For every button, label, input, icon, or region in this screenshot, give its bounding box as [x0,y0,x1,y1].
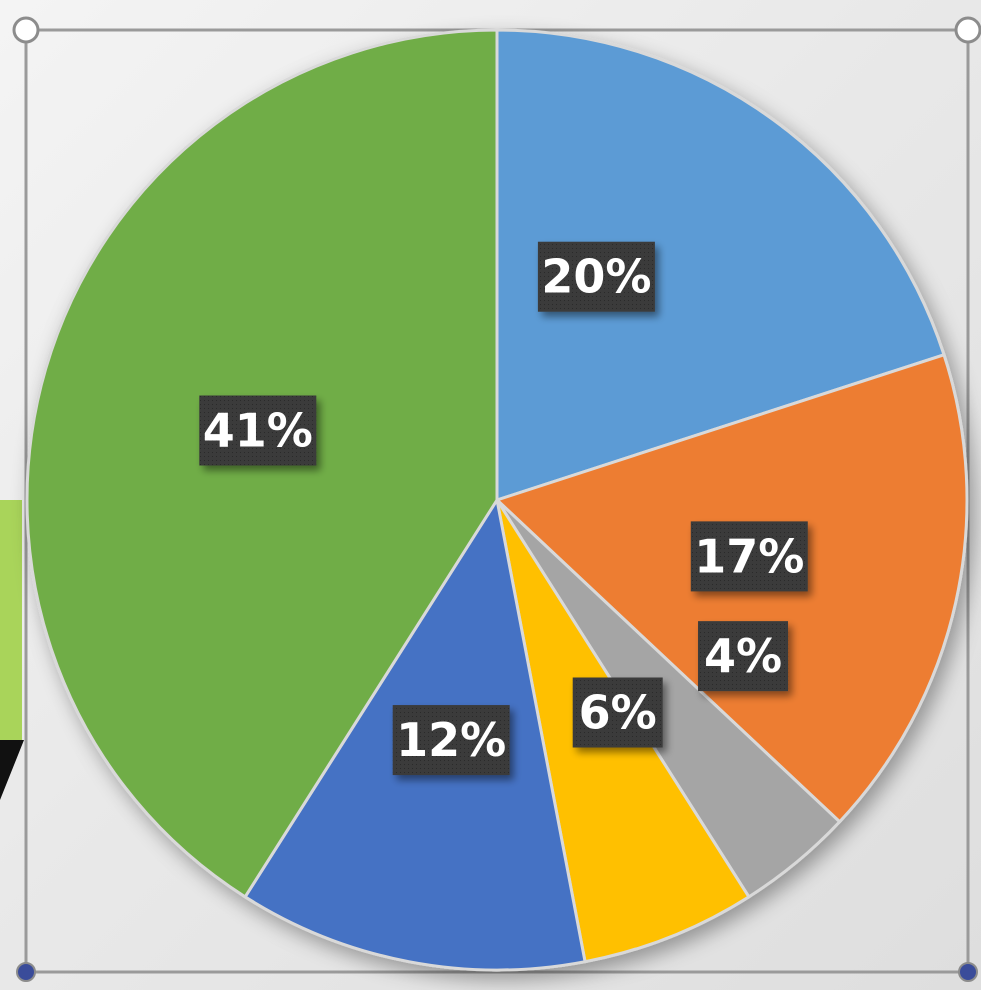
data-label-6pct: 6% [572,677,663,748]
data-label-text: 20% [541,250,651,304]
data-label-12pct: 12% [392,705,510,776]
data-label-text: 6% [579,686,657,740]
data-label-box [392,705,510,776]
data-label-41pct: 41% [199,395,317,466]
pie-data-labels: 20% 17% 4% 6% 12% 41% [199,241,808,776]
data-label-text: 41% [203,404,313,458]
pie-slices [25,28,969,972]
data-label-box [690,521,808,592]
data-label-4pct: 4% [698,621,789,692]
background-dark-corner [0,740,24,800]
resize-handle-top-right[interactable] [954,16,981,44]
data-label-text: 4% [704,629,782,683]
pie-slice-20pct[interactable] [495,28,946,503]
data-label-20pct: 20% [537,241,655,312]
data-label-17pct: 17% [690,521,808,592]
data-label-box [199,395,317,466]
data-label-box [698,621,789,692]
resize-handle-bottom-left[interactable] [16,962,36,982]
resize-handle-top-left[interactable] [12,16,40,44]
resize-handle-bottom-right[interactable] [958,962,978,982]
data-label-text: 17% [694,529,804,583]
background-green-strip [0,500,22,740]
data-label-box [537,241,655,312]
data-label-box [572,677,663,748]
data-label-text: 12% [396,713,506,767]
